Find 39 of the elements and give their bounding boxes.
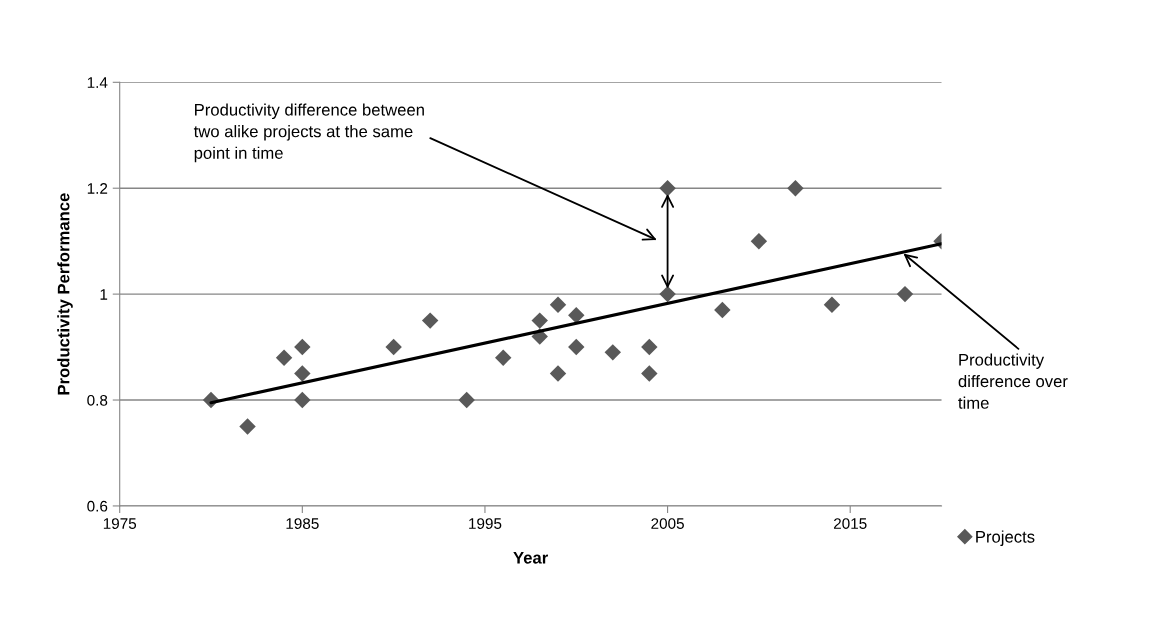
point [549,365,567,382]
y-tick-label: 0.8 [87,394,108,406]
legend-label: Projects [976,530,1035,547]
x-axis-title: Year [513,552,548,564]
point [275,349,293,366]
point [896,285,914,303]
point [421,312,439,329]
point [659,285,676,303]
y-axis-title: Productivity Performance [57,193,73,395]
point [823,296,841,313]
y-tick-label: 1 [100,289,108,300]
point [568,307,585,324]
y-tick-label: 1.4 [87,77,108,88]
point [458,391,475,409]
point [641,365,658,382]
point [294,391,311,409]
point [294,365,311,382]
point [787,179,804,197]
point [641,338,658,356]
point [604,344,622,361]
point [385,338,402,356]
point [714,301,731,319]
point [495,349,512,366]
point [750,232,768,250]
point [659,179,676,197]
y-tick-label: 0.6 [87,500,108,512]
annotation: Productivity difference over time [958,353,1068,409]
point [531,312,548,329]
point [294,338,311,356]
point [549,296,567,313]
y-tick-label: 1.2 [87,183,108,194]
x-tick-label: 1995 [469,518,502,529]
annotation: Productivity difference between two alike projects at the same point in time [193,103,424,163]
x-tick-label: 1975 [103,518,137,529]
x-tick-label: 2005 [651,518,684,529]
x-tick-label: 2015 [833,518,867,529]
point [239,418,256,435]
x-tick-label: 1985 [286,518,319,529]
point [568,338,585,356]
